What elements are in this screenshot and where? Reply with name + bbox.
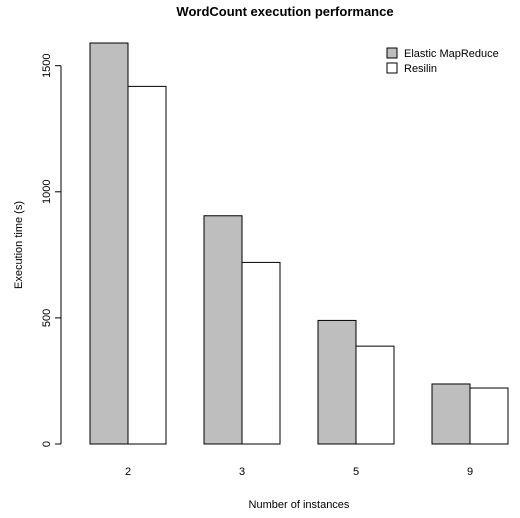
bar-elastic-mapreduce-9: [431, 383, 471, 445]
legend-swatch-resilin: [386, 62, 398, 74]
bars-group: [89, 42, 509, 445]
x-tick-label-2: 2: [125, 466, 131, 478]
legend: Elastic MapReduce Resilin: [386, 47, 499, 75]
y-axis: 0 500 1000 1500: [41, 53, 62, 447]
legend-swatch-elastic-mapreduce: [386, 47, 398, 59]
bar-elastic-mapreduce-3: [203, 215, 243, 445]
legend-label-elastic-mapreduce: Elastic MapReduce: [404, 48, 499, 60]
bar-resilin-3: [241, 261, 281, 445]
bar-elastic-mapreduce-2: [89, 42, 129, 445]
legend-label-resilin: Resilin: [404, 63, 437, 75]
bar-resilin-9: [469, 387, 509, 445]
bar-elastic-mapreduce-5: [317, 319, 357, 445]
x-axis: 2 3 5 9: [125, 466, 473, 478]
y-tick-label-1500: 1500: [41, 53, 53, 77]
x-axis-label: Number of instances: [249, 499, 350, 511]
y-tick-label-1000: 1000: [41, 180, 53, 204]
chart-title: WordCount execution performance: [176, 4, 393, 19]
x-tick-label-3: 3: [239, 466, 245, 478]
y-tick-label-0: 0: [41, 441, 53, 447]
x-tick-label-9: 9: [467, 466, 473, 478]
y-tick-label-500: 500: [41, 309, 53, 327]
x-tick-label-5: 5: [353, 466, 359, 478]
bar-resilin-5: [355, 345, 395, 445]
bar-resilin-2: [127, 85, 167, 445]
y-axis-label: Execution time (s): [13, 201, 25, 289]
